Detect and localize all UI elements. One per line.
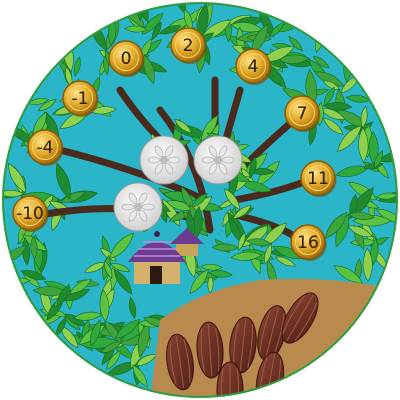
coin-label: -4: [37, 138, 54, 158]
number-coins: 0 2 -1 4 7 -4 11 -10 16: [12, 27, 337, 261]
number-coin[interactable]: -1: [62, 80, 99, 117]
stones: [113, 135, 243, 232]
coin-label: 0: [121, 49, 132, 69]
number-coin[interactable]: -10: [12, 195, 49, 232]
cocoa-pod: [216, 361, 244, 396]
number-coin[interactable]: 0: [108, 40, 145, 77]
coin-label: -1: [72, 89, 89, 109]
number-coin[interactable]: 7: [284, 95, 321, 132]
cocoa-pod: [166, 333, 194, 391]
number-coin[interactable]: 16: [290, 224, 327, 261]
coin-label: 2: [183, 36, 194, 56]
white-stone[interactable]: [193, 135, 243, 185]
white-stone[interactable]: [139, 135, 189, 185]
coin-label: 4: [248, 57, 259, 77]
number-coin[interactable]: -4: [27, 129, 64, 166]
number-coin[interactable]: 2: [170, 27, 207, 64]
number-coin[interactable]: 11: [300, 160, 337, 197]
number-coin[interactable]: 4: [235, 48, 272, 85]
coin-label: 7: [297, 104, 308, 124]
cocoa-pod: [229, 316, 257, 374]
cocoa-pod: [281, 292, 319, 344]
coin-label: 11: [307, 169, 329, 189]
white-stone[interactable]: [113, 182, 163, 232]
hut-icon: [128, 228, 204, 284]
cocoa-pod: [196, 321, 224, 379]
coin-label: 16: [297, 233, 319, 253]
coin-label: -10: [16, 204, 44, 224]
foliage-front: [73, 114, 304, 358]
